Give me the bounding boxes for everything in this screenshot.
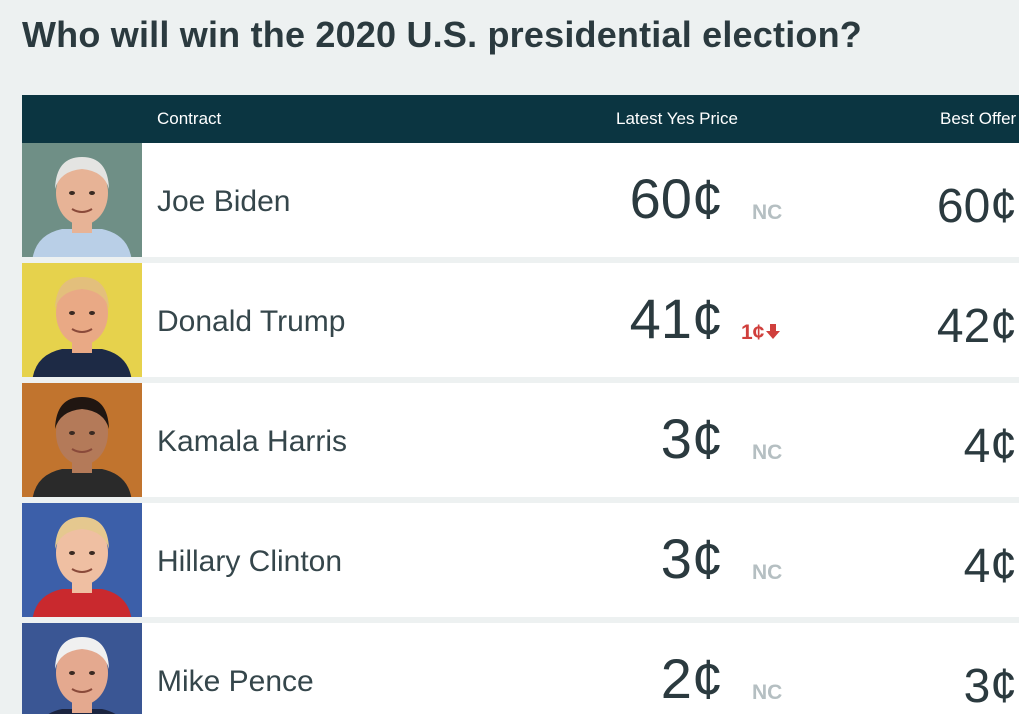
column-header-contract[interactable]: Contract xyxy=(157,109,222,128)
column-header-latest-yes-price[interactable]: Latest Yes Price xyxy=(616,109,738,128)
price-change-value: NC xyxy=(752,561,783,584)
best-offer-price[interactable]: 4¢ xyxy=(963,420,1017,473)
best-offer-price[interactable]: 4¢ xyxy=(963,540,1017,593)
table-row[interactable]: Joe Biden 60¢ NC 60¢ xyxy=(22,143,1019,257)
contract-name[interactable]: Hillary Clinton xyxy=(157,545,343,578)
candidate-photo xyxy=(22,263,142,377)
price-change-value: 1¢ xyxy=(741,321,765,344)
price-change: NC xyxy=(752,201,782,225)
donald-trump-portrait-icon xyxy=(22,263,142,377)
price-change: NC xyxy=(752,441,782,465)
column-header-best-offer[interactable]: Best Offer xyxy=(940,109,1017,128)
kamala-harris-portrait-icon xyxy=(22,383,142,497)
candidate-photo xyxy=(22,143,142,257)
candidate-photo xyxy=(22,623,142,714)
table-header: Contract Latest Yes Price Best Offer xyxy=(22,95,1019,143)
page-title: Who will win the 2020 U.S. presidential … xyxy=(22,14,862,55)
latest-yes-price: 3¢ xyxy=(660,527,723,590)
contract-name[interactable]: Donald Trump xyxy=(157,305,346,338)
joe-biden-portrait-icon xyxy=(22,143,142,257)
contract-name[interactable]: Joe Biden xyxy=(157,185,291,218)
price-change: NC xyxy=(752,681,782,705)
best-offer-price[interactable]: 60¢ xyxy=(936,180,1017,233)
best-offer-price[interactable]: 3¢ xyxy=(963,660,1017,713)
latest-yes-price: 3¢ xyxy=(660,407,723,470)
table-row[interactable]: Mike Pence 2¢ NC 3¢ xyxy=(22,623,1019,714)
latest-yes-price: 60¢ xyxy=(629,167,723,230)
candidate-photo xyxy=(22,503,142,617)
table-row[interactable]: Hillary Clinton 3¢ NC 4¢ xyxy=(22,503,1019,617)
latest-yes-price: 2¢ xyxy=(660,647,723,710)
price-change-value: NC xyxy=(752,201,783,224)
latest-yes-price: 41¢ xyxy=(629,287,723,350)
price-change: 1¢ xyxy=(741,321,781,345)
best-offer-price[interactable]: 42¢ xyxy=(936,300,1017,353)
price-change-value: NC xyxy=(752,681,783,704)
price-change-value: NC xyxy=(752,441,783,464)
contract-name[interactable]: Mike Pence xyxy=(157,665,314,698)
hillary-clinton-portrait-icon xyxy=(22,503,142,617)
table-body: Joe Biden 60¢ NC 60¢ Donald Trump 41¢ 1¢ 42¢ Kam… xyxy=(22,143,1019,714)
mike-pence-portrait-icon xyxy=(22,623,142,714)
table-row[interactable]: Donald Trump 41¢ 1¢ 42¢ xyxy=(22,263,1019,377)
price-change: NC xyxy=(752,561,782,585)
table-row[interactable]: Kamala Harris 3¢ NC 4¢ xyxy=(22,383,1019,497)
contracts-table: Contract Latest Yes Price Best Offer Joe… xyxy=(22,95,1019,714)
candidate-photo xyxy=(22,383,142,497)
contract-name[interactable]: Kamala Harris xyxy=(157,425,348,458)
